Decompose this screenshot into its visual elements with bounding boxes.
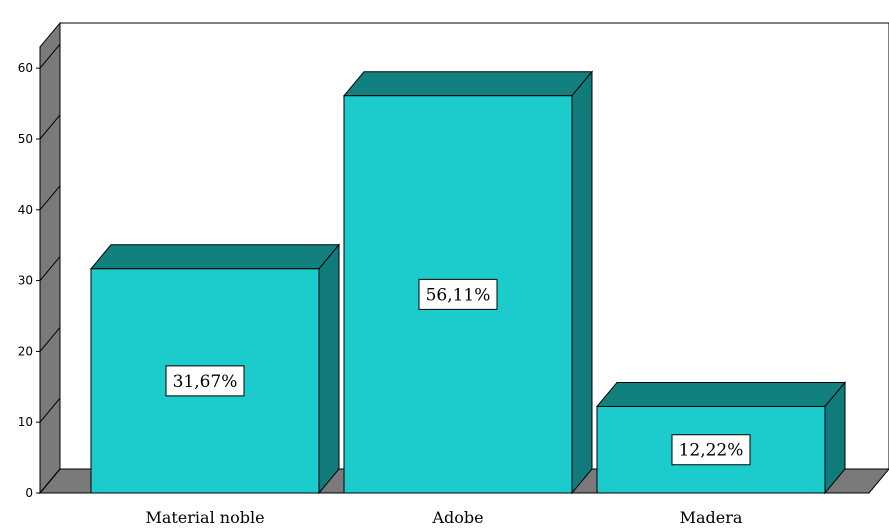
category-label: Adobe — [431, 508, 483, 527]
y-gridline-side — [39, 397, 61, 423]
data-label-box — [418, 278, 498, 310]
bar-side — [571, 70, 593, 495]
bar-top — [89, 244, 341, 270]
y-tick-label: 10 — [18, 415, 33, 429]
data-label-text: 12,22% — [679, 441, 744, 461]
back-wall — [60, 22, 889, 469]
category-label: Madera — [680, 508, 743, 527]
y-tick-label: 0 — [25, 486, 33, 500]
bar-top — [342, 71, 594, 97]
y-gridline-side — [39, 468, 61, 494]
y-tick-label: 30 — [18, 274, 33, 288]
data-label-2: 56,11% — [418, 278, 498, 310]
y-tick-label: 60 — [18, 61, 33, 75]
x-axis: Material noble Adobe Madera — [145, 508, 742, 527]
bar-top — [595, 381, 847, 407]
data-label-1: 31,67% — [165, 365, 245, 397]
y-tick-label: 40 — [18, 203, 33, 217]
data-labels: 31,67% 56,11% 12,22% — [165, 278, 751, 466]
data-label-text: 31,67% — [173, 372, 238, 392]
y-gridline-side — [39, 185, 61, 211]
category-label: Material noble — [145, 508, 264, 527]
y-tick-label: 20 — [18, 344, 33, 358]
data-label-box — [671, 434, 751, 466]
y-gridline-side — [39, 327, 61, 352]
data-label-box — [165, 365, 245, 397]
bar-3 — [595, 381, 847, 495]
y-gridline-side — [39, 256, 61, 281]
y-tick-label: 50 — [18, 132, 33, 146]
data-label-text: 56,11% — [426, 285, 491, 305]
left-wall — [39, 21, 61, 495]
y-gridline-side — [39, 114, 61, 140]
bar-side — [318, 243, 340, 495]
y-gridline-side — [39, 43, 61, 69]
y-axis: 0 10 20 30 40 50 60 — [18, 43, 61, 500]
data-label-3: 12,22% — [671, 434, 751, 466]
